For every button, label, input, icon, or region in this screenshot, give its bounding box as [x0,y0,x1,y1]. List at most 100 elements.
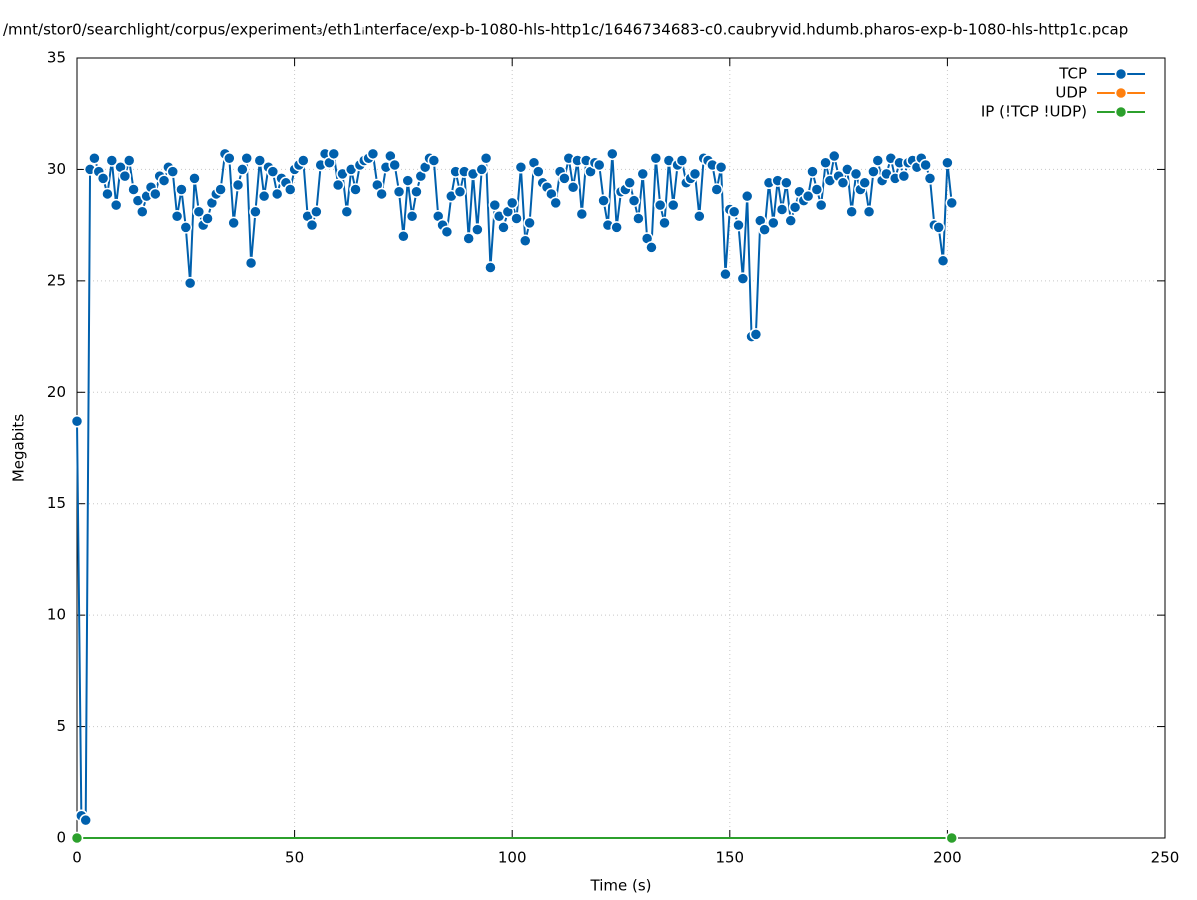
data-point [871,154,885,167]
x-tick-label: 200 [933,849,962,867]
data-point [566,181,580,194]
data-point [688,167,702,181]
data-point [767,216,780,230]
data-point [666,198,680,212]
data-point [305,218,319,232]
data-point [118,169,132,183]
data-point [627,194,641,207]
data-point [375,187,388,201]
data-point [814,198,828,212]
data-point [327,147,341,161]
data-point [471,223,484,236]
data-point [732,218,745,232]
y-tick-label: 0 [56,829,66,847]
data-point [392,185,406,198]
data-point [606,147,619,161]
data-point [440,225,454,239]
data-point [849,167,863,181]
data-point [109,198,123,212]
data-point [297,154,310,167]
data-point [405,209,419,223]
data-point [523,216,536,230]
data-point [923,172,937,185]
y-tick-label: 10 [47,606,66,624]
data-point [331,178,345,192]
data-point [479,152,493,165]
data-point [488,198,502,212]
data-point [175,183,188,196]
data-point [858,176,871,190]
data-point [244,256,258,270]
data-point [283,183,297,196]
data-point [645,241,658,254]
data-point [932,221,945,234]
data-point [453,185,467,198]
y-tick-label: 5 [56,717,66,735]
data-point [658,216,671,230]
data-point [240,152,253,165]
data-point [149,187,162,201]
data-point [157,174,171,187]
data-point [710,183,723,196]
legend-label: UDP [1055,84,1087,102]
y-axis-label: Megabits [10,414,28,482]
data-point [388,158,401,172]
data-point [201,212,214,225]
legend-marker [1114,67,1128,81]
data-point [719,267,732,281]
data-point [514,160,528,174]
data-point [801,189,815,203]
data-point [736,272,750,285]
data-point [183,276,197,290]
data-point [941,156,954,169]
data-point [945,831,959,845]
legend-label: TCP [1058,65,1087,83]
data-point [758,223,771,236]
data-point [366,147,380,161]
data-point [270,187,284,201]
data-point [340,205,354,219]
data-point [623,176,636,190]
data-point [266,165,280,178]
data-point [497,221,510,234]
legend-marker [1114,105,1128,119]
data-point [775,203,789,216]
data-point [257,189,271,203]
data-point [462,232,475,245]
data-point [214,183,227,196]
data-point [96,172,110,185]
data-point [484,261,497,274]
data-point [806,165,819,178]
data-point [610,221,623,234]
data-point [105,154,119,167]
data-point [223,152,236,165]
x-axis-label: Time (s) [590,877,652,895]
data-point [597,194,610,207]
data-point [397,230,410,243]
y-tick-label: 15 [47,494,66,512]
data-point [475,163,488,176]
data-point [70,831,84,845]
data-point [653,198,667,212]
data-point [170,209,184,223]
y-tick-label: 20 [47,383,66,401]
data-point [549,196,562,210]
data-point [749,328,763,341]
legend-label: IP (!TCP !UDP) [981,103,1087,121]
data-point [740,189,754,203]
data-point [231,178,245,192]
data-point [714,160,728,174]
data-point [558,172,571,185]
data-point [727,205,741,219]
data-point [636,167,650,181]
chart-title: /mnt/stor0/searchlight/corpus/experiment… [3,21,1128,39]
data-point [845,205,858,219]
data-point [410,185,423,198]
data-point [179,221,193,234]
data-point [166,165,179,178]
data-point [236,163,249,176]
x-tick-label: 150 [715,849,744,867]
data-point [510,212,523,225]
data-point [249,205,262,219]
data-point [784,214,797,227]
